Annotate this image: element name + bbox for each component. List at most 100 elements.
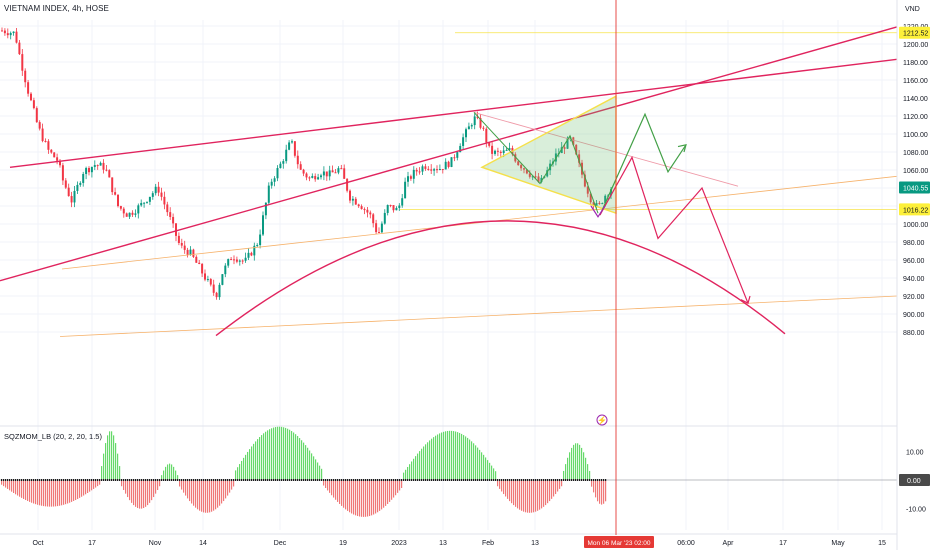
momentum-bar [133,480,135,506]
squeeze-dot [443,479,445,481]
momentum-bar [447,430,449,480]
momentum-bar [561,480,563,487]
candle-body [430,169,433,171]
candle-body [209,279,212,285]
price-tick-label: 1160.00 [903,78,928,85]
squeeze-dot [595,479,597,481]
squeeze-dot [301,479,303,481]
momentum-bar [585,457,587,480]
momentum-bar [55,480,57,507]
time-tick-label: May [831,540,845,547]
momentum-bar [277,426,279,480]
candle-body [24,70,27,83]
squeeze-dot [293,479,295,481]
candle-body [421,166,424,172]
momentum-bar [411,461,413,480]
squeeze-dot [323,479,325,481]
momentum-bar [39,480,41,506]
candle-body [375,223,378,233]
candle-body [30,93,32,101]
squeeze-dot [179,479,181,481]
candle-body [525,169,528,174]
squeeze-dot [413,479,415,481]
squeeze-dot [573,479,575,481]
lightning-glyph: ⚡ [597,415,607,425]
candle-body [99,162,102,166]
squeeze-dot [405,479,407,481]
momentum-bar [495,471,497,480]
bullish-projection [599,112,687,216]
squeeze-dot [379,479,381,481]
squeeze-dot [439,479,441,481]
candle-body [285,149,288,162]
squeeze-dot [127,479,129,481]
squeeze-dot [389,479,391,481]
squeeze-dot [291,479,293,481]
squeeze-dot [35,479,37,481]
squeeze-dot [15,479,17,481]
candle-body [27,82,30,94]
momentum-bar [285,427,287,480]
squeeze-dot [313,479,315,481]
squeeze-dot [585,479,587,481]
squeeze-dot [241,479,243,481]
candle-body [262,215,264,235]
candle-body [508,148,511,150]
momentum-bar [315,459,317,480]
momentum-bar [19,480,21,497]
squeeze-dot [467,479,469,481]
squeeze-dot [569,479,571,481]
squeeze-dot [495,479,497,481]
momentum-bar [591,480,593,487]
momentum-bar [9,480,11,491]
candle-body [186,249,189,255]
momentum-bar [3,480,5,487]
squeeze-dot [321,479,323,481]
squeeze-dot [393,479,395,481]
momentum-bar [95,480,97,488]
momentum-bar [583,452,585,480]
squeeze-dot [97,479,99,481]
candle-body [12,31,15,34]
candle-body [320,175,322,178]
momentum-bar [283,427,285,480]
price-badge-label: 1016.22 [903,207,928,214]
candle-body [6,33,9,36]
squeeze-dot [27,479,29,481]
momentum-bar [193,480,195,506]
squeeze-dot [83,479,85,481]
squeeze-dot [79,479,81,481]
squeeze-dot [461,479,463,481]
momentum-bar [31,480,33,503]
momentum-bar [529,480,531,513]
squeeze-dot [335,479,337,481]
momentum-bar [257,439,259,480]
candle-body [206,279,209,281]
candle-body [494,150,496,154]
squeeze-dot [171,479,173,481]
squeeze-dot [523,479,525,481]
squeeze-dot [489,479,491,481]
momentum-bar [423,446,425,480]
momentum-bar [181,480,183,490]
indicator-label: SQZMOM_LB (20, 2, 20, 1.5) [4,432,102,441]
candle-body [102,162,105,170]
squeeze-dot [111,479,113,481]
momentum-bar [487,460,489,480]
candle-body [288,142,291,150]
squeeze-dot [583,479,585,481]
momentum-bar [139,480,141,509]
candle-body [114,192,117,195]
momentum-bar [513,480,515,506]
squeeze-dot [357,479,359,481]
squeeze-dot [69,479,71,481]
squeeze-dot [557,479,559,481]
squeeze-dot [187,479,189,481]
price-axis[interactable]: 1220.001200.001180.001160.001140.001120.… [899,24,930,337]
time-axis[interactable]: Oct 17 Nov 14 Dec 19 2023 13 Feb 13 06:00 Apr 17 May 1… [0,0,898,550]
squeeze-dot [415,479,417,481]
candle-body [351,198,354,201]
squeeze-dot [487,479,489,481]
momentum-bar [85,480,87,495]
